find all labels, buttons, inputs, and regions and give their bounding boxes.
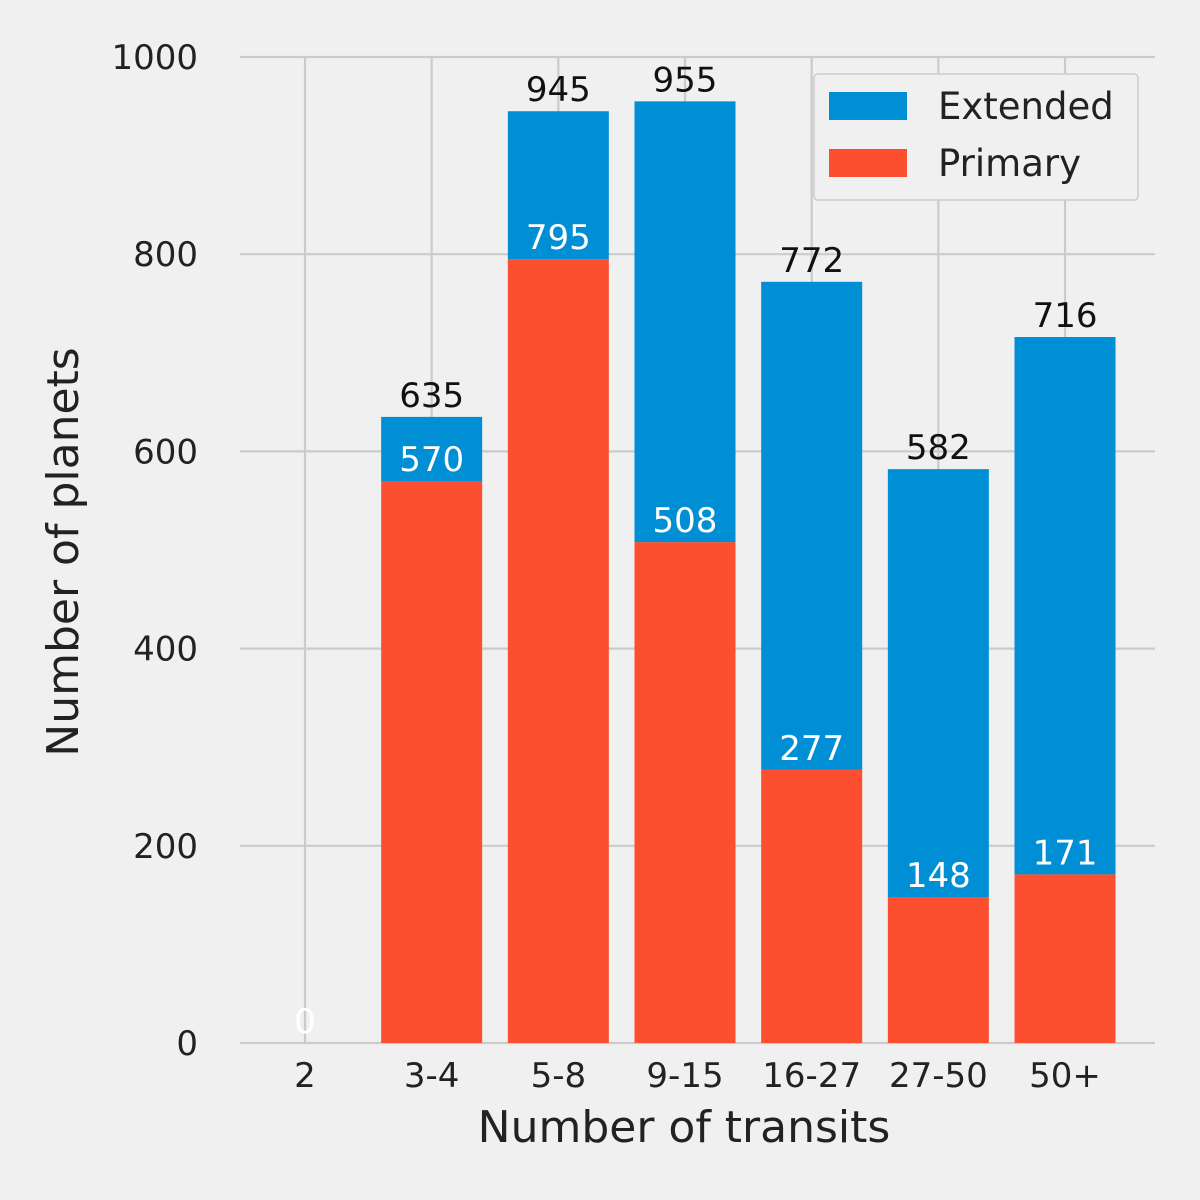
bar-extended xyxy=(1014,337,1116,875)
primary-value-label: 0 xyxy=(294,1002,316,1042)
x-tick-label: 5-8 xyxy=(531,1056,587,1096)
y-tick-label: 200 xyxy=(133,827,198,867)
primary-value-label: 171 xyxy=(1033,833,1098,873)
bar-primary xyxy=(507,259,609,1043)
bar-primary xyxy=(887,897,989,1043)
x-tick-label: 2 xyxy=(294,1056,316,1096)
bars-layer xyxy=(381,101,1116,1044)
ticks-layer: 0 200 400 600 800 1000 2 3-4 5-8 9-15 16-27 27-50 50… xyxy=(111,38,1100,1096)
legend-swatch-primary xyxy=(829,149,907,177)
x-tick-label: 50+ xyxy=(1029,1056,1101,1096)
primary-value-label: 570 xyxy=(399,440,464,480)
y-axis-label: Number of planets xyxy=(38,347,89,756)
x-axis-label: Number of transits xyxy=(478,1102,891,1153)
total-value-label: 635 xyxy=(399,376,464,416)
legend-swatch-extended xyxy=(829,92,907,120)
total-value-label: 955 xyxy=(653,60,718,100)
legend: Extended Primary xyxy=(813,73,1139,201)
bar-primary xyxy=(381,480,483,1044)
y-tick-label: 600 xyxy=(133,432,198,472)
bar-extended xyxy=(507,111,609,260)
primary-value-label: 795 xyxy=(526,218,591,258)
bar-extended xyxy=(761,281,863,770)
x-tick-label: 27-50 xyxy=(889,1056,988,1096)
bar-primary xyxy=(1014,874,1116,1043)
bar-primary xyxy=(761,769,863,1043)
total-value-label: 582 xyxy=(906,428,971,468)
bar-extended xyxy=(381,416,483,481)
y-tick-label: 800 xyxy=(133,235,198,275)
x-tick-label: 16-27 xyxy=(762,1056,861,1096)
y-tick-label: 400 xyxy=(133,630,198,670)
legend-label-extended: Extended xyxy=(938,85,1114,128)
primary-value-label: 148 xyxy=(906,856,971,896)
primary-value-label: 508 xyxy=(653,501,718,541)
total-value-label: 945 xyxy=(526,70,591,110)
y-tick-label: 0 xyxy=(176,1024,198,1064)
y-tick-label: 1000 xyxy=(111,38,198,78)
total-value-label: 716 xyxy=(1033,296,1098,336)
total-value-label: 772 xyxy=(779,241,844,281)
bar-primary xyxy=(634,542,736,1043)
bar-extended xyxy=(634,101,736,543)
primary-value-label: 277 xyxy=(779,729,844,769)
x-tick-label: 9-15 xyxy=(646,1056,723,1096)
x-tick-label: 3-4 xyxy=(404,1056,460,1096)
total-value-label: 0 xyxy=(294,1002,316,1042)
bar-extended xyxy=(887,469,989,898)
legend-label-primary: Primary xyxy=(938,142,1081,185)
